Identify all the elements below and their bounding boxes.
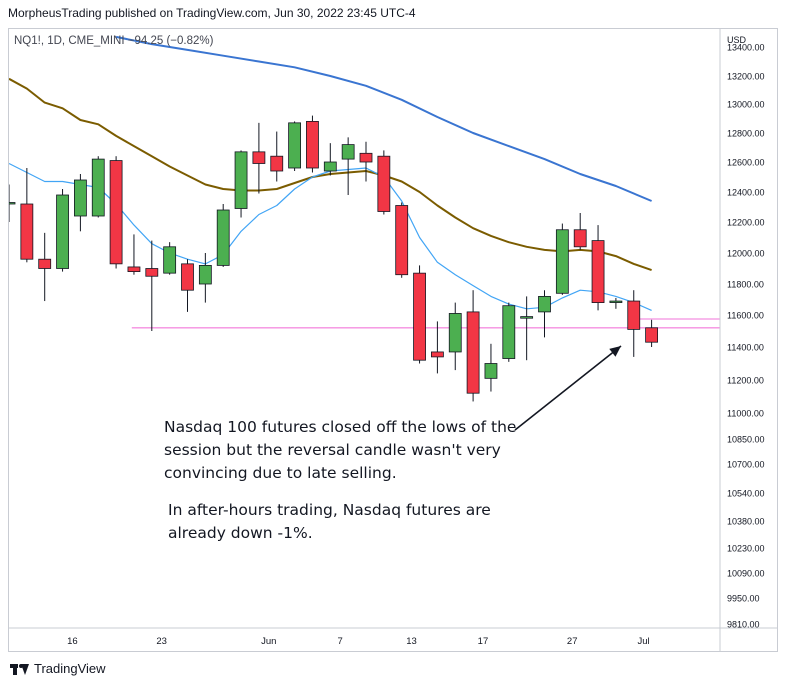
candle-up [502, 305, 516, 359]
candle-down [181, 263, 194, 291]
price-tick-label: 10380.00 [727, 517, 765, 527]
candle-down [359, 152, 373, 163]
candle-down [38, 258, 52, 269]
change-label: −94.25 (−0.82%) [127, 35, 214, 47]
price-tick-label: 11800.00 [727, 280, 764, 290]
symbol-legend: NQ1!, 1D, CME_MINI −94.25 (−0.82%) [14, 35, 213, 47]
annotation-arrow-head [609, 346, 621, 357]
candle-up [341, 144, 355, 160]
candle-up [448, 313, 462, 353]
candle-up [91, 158, 105, 217]
candle-down [573, 229, 587, 248]
price-tick-label: 12800.00 [727, 129, 765, 139]
candle-down [145, 268, 159, 277]
price-tick-label: 10090.00 [727, 569, 765, 579]
tradingview-logo-icon [10, 662, 30, 676]
plot-area [9, 35, 720, 402]
candle-up [538, 295, 551, 313]
candle-down [127, 266, 141, 273]
price-tick-label: 10540.00 [727, 489, 765, 499]
candle-up [163, 246, 177, 274]
annotation-main: Nasdaq 100 futures closed off the lows o… [164, 418, 517, 482]
candle-up [323, 161, 337, 172]
price-tick-label: 13200.00 [727, 72, 765, 82]
candle-down [252, 151, 266, 164]
price-tick-label: 12600.00 [727, 158, 765, 168]
price-tick-label: 11400.00 [727, 343, 764, 353]
moving-average-fast [9, 162, 652, 311]
candle-down [20, 203, 34, 260]
candle-down [466, 311, 480, 394]
candle-up [484, 363, 498, 379]
price-tick-label: 13400.00 [727, 43, 765, 53]
candle-down [377, 155, 391, 212]
time-tick-label: 16 [67, 636, 78, 647]
price-tick-label: 11000.00 [727, 409, 764, 419]
chart-frame [8, 28, 778, 652]
candle-up [555, 229, 569, 294]
time-tick-label: Jun [261, 636, 276, 647]
price-tick-label: 13000.00 [727, 100, 765, 110]
candle-down [430, 351, 444, 358]
price-axis-currency: USD [727, 35, 747, 45]
price-tick-label: 10700.00 [727, 460, 765, 470]
price-tick-label: 12200.00 [727, 218, 765, 228]
price-tick-label: 9950.00 [727, 594, 760, 604]
candle-up [9, 202, 16, 205]
candle-down [306, 121, 319, 169]
price-tick-label: 12000.00 [727, 249, 765, 259]
time-tick-label: 17 [478, 636, 489, 647]
time-tick-label: 27 [567, 636, 578, 647]
price-tick-label: 11200.00 [727, 376, 764, 386]
time-tick-label: Jul [638, 636, 650, 647]
price-tick-label: 10230.00 [727, 544, 765, 554]
candle-down [413, 272, 426, 361]
annotation-after-hours: In after-hours trading, Nasdaq futures a… [168, 501, 491, 542]
annotation-arrow-line [514, 345, 622, 431]
price-tick-label: 9810.00 [727, 620, 760, 630]
price-tick-label: 10850.00 [727, 435, 765, 445]
tradingview-brand: TradingView [34, 661, 106, 676]
publish-header: MorpheusTrading published on TradingView… [8, 6, 416, 20]
candle-down [627, 300, 641, 330]
candle-up [234, 151, 248, 209]
price-tick-label: 12400.00 [727, 188, 765, 198]
candle-up [520, 316, 534, 319]
candle-up [198, 264, 212, 285]
candle-up [216, 209, 230, 266]
candle-down [591, 240, 605, 304]
time-tick-label: 7 [338, 636, 343, 647]
candle-down [109, 160, 123, 265]
price-tick-label: 11600.00 [727, 311, 764, 321]
symbol-label: NQ1!, 1D, CME_MINI [14, 35, 125, 47]
candle-down [645, 327, 658, 343]
moving-average-slow [115, 35, 652, 202]
candle-down [270, 155, 284, 172]
candle-up [74, 179, 87, 217]
candle-down [395, 205, 409, 276]
candle-up [288, 122, 302, 169]
candle-up [609, 300, 623, 303]
tradingview-footer[interactable]: TradingView [10, 661, 106, 676]
candle-up [56, 194, 69, 269]
time-tick-label: 13 [406, 636, 417, 647]
time-tick-label: 23 [156, 636, 167, 647]
